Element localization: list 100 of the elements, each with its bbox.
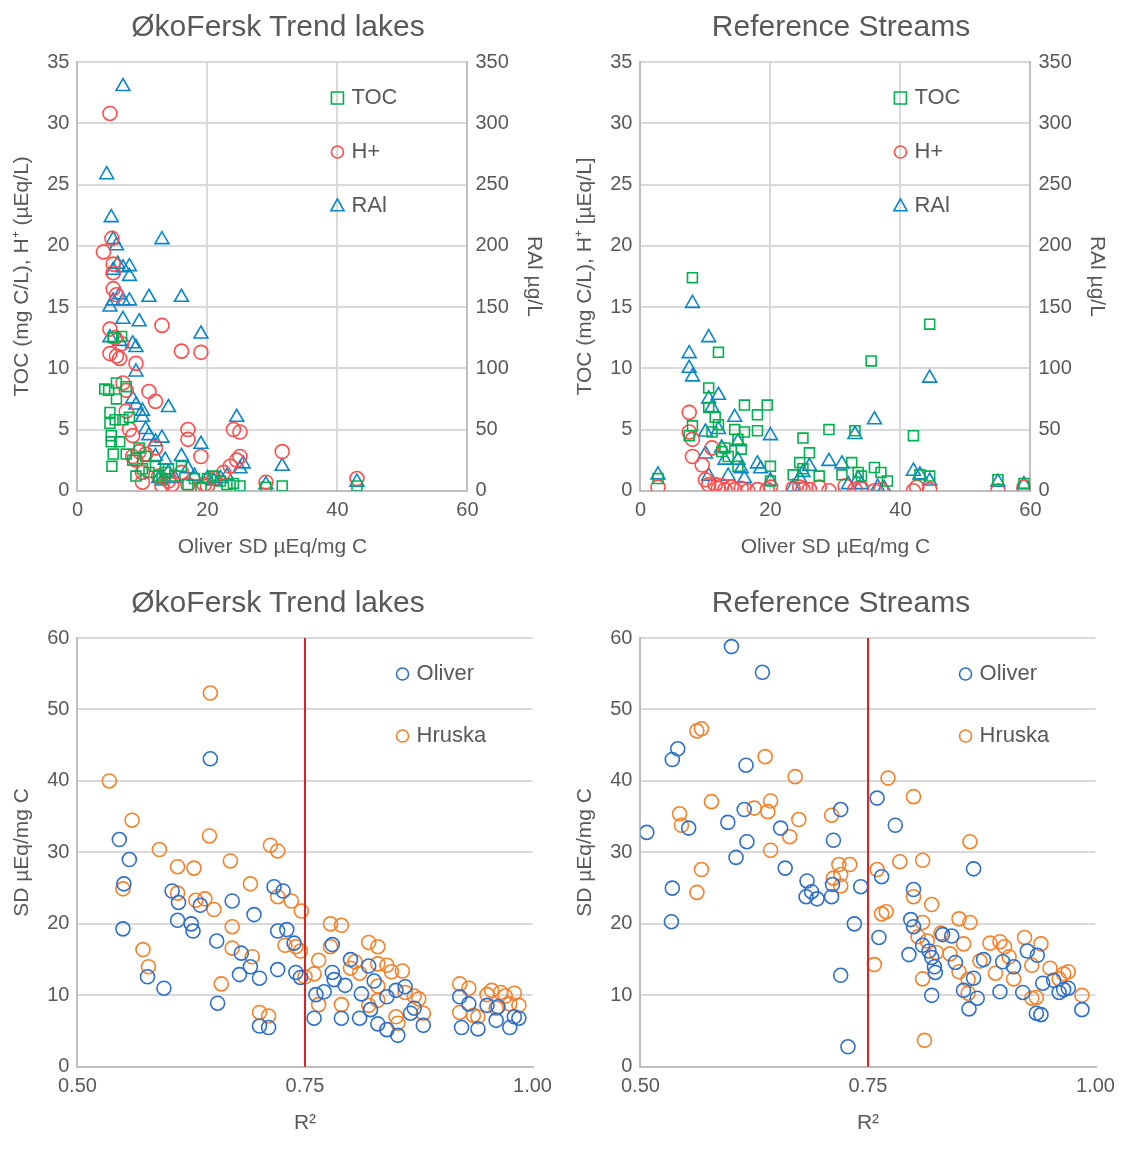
point (180, 459, 196, 474)
point (95, 244, 112, 260)
point (710, 386, 727, 401)
chart-title: Reference Streams (711, 9, 971, 43)
point (107, 331, 119, 344)
point (684, 294, 701, 309)
y2-tick-label: 350 (475, 49, 509, 72)
point (700, 328, 717, 343)
point (681, 359, 697, 374)
point (110, 377, 123, 389)
point (105, 264, 121, 281)
y-axis-title: SD µEq/mg C (9, 787, 33, 917)
y2-tick-label: 100 (1038, 355, 1072, 378)
point (107, 329, 123, 346)
point (686, 271, 699, 284)
point (105, 436, 117, 448)
point (274, 457, 290, 472)
point (154, 478, 170, 491)
point (173, 288, 190, 303)
legend-label: Oliver (979, 660, 1037, 686)
y-tick-label: 25 (610, 172, 633, 195)
legend-label: RAl (351, 192, 387, 218)
point (232, 459, 248, 474)
point (137, 446, 154, 462)
point (803, 447, 816, 459)
point (134, 408, 151, 423)
point (130, 470, 142, 482)
point (823, 423, 835, 436)
point (120, 380, 132, 393)
point (121, 267, 138, 282)
y-tick-label: 35 (47, 49, 70, 72)
point (118, 403, 134, 419)
point (702, 401, 715, 414)
y-tick-label: 35 (610, 49, 633, 72)
point (732, 460, 744, 473)
point (173, 447, 190, 462)
point (128, 338, 144, 353)
x-tick-label: 0.50 (57, 1074, 97, 1097)
point (684, 368, 701, 382)
point (147, 393, 164, 410)
point (222, 458, 238, 475)
x-tick-label: 60 (456, 498, 479, 521)
point (681, 404, 697, 421)
point (834, 455, 850, 469)
point (837, 478, 853, 491)
point (738, 399, 751, 411)
x-tick-label: 0.75 (848, 1074, 888, 1097)
point (141, 426, 157, 441)
point (105, 256, 121, 272)
point (134, 464, 151, 481)
point (108, 236, 125, 251)
y-tick-label: 0 (58, 1054, 70, 1077)
x-axis-title: Oliver SD µEq/mg C (177, 534, 368, 558)
point (730, 451, 746, 465)
point (215, 464, 232, 481)
legend-label: TOC (351, 84, 398, 110)
y2-tick-label: 300 (1038, 110, 1072, 133)
y-tick-label: 30 (610, 839, 633, 862)
point (853, 475, 870, 490)
point (124, 334, 141, 349)
point (720, 467, 736, 481)
y2-axis-title: RAl µg/L (1086, 235, 1110, 317)
y2-axis-title: RAl µg/L (523, 235, 547, 317)
x-tick-label: 40 (326, 498, 349, 521)
x-tick-label: 60 (1019, 498, 1042, 521)
point (801, 457, 818, 472)
y-tick-label: 60 (47, 625, 70, 648)
legend-label: Hruska (979, 722, 1050, 748)
point (99, 383, 111, 395)
point (113, 335, 130, 352)
point (710, 420, 727, 435)
y2-tick-label: 100 (475, 355, 509, 378)
point (684, 448, 701, 465)
x-tick-label: 20 (196, 498, 219, 521)
point (865, 355, 877, 367)
point (700, 476, 717, 491)
point (175, 460, 188, 473)
point (881, 475, 894, 487)
point (131, 312, 147, 327)
point (121, 257, 138, 272)
point (821, 452, 837, 467)
point (728, 423, 741, 436)
point (923, 318, 936, 330)
point (131, 443, 147, 460)
point (227, 477, 240, 490)
y-tick-label: 10 (610, 982, 633, 1005)
point (697, 423, 714, 437)
point (124, 448, 141, 465)
point (683, 429, 695, 442)
point (136, 463, 149, 475)
y-tick-label: 30 (47, 839, 70, 862)
y-tick-label: 50 (610, 696, 633, 719)
x-tick-label: 0.75 (285, 1074, 325, 1097)
point (115, 375, 131, 391)
point (110, 393, 123, 405)
legend-label: Hruska (416, 722, 487, 748)
y-tick-label: 5 (58, 417, 70, 440)
point (121, 292, 138, 306)
point (684, 431, 701, 448)
point (707, 476, 723, 491)
